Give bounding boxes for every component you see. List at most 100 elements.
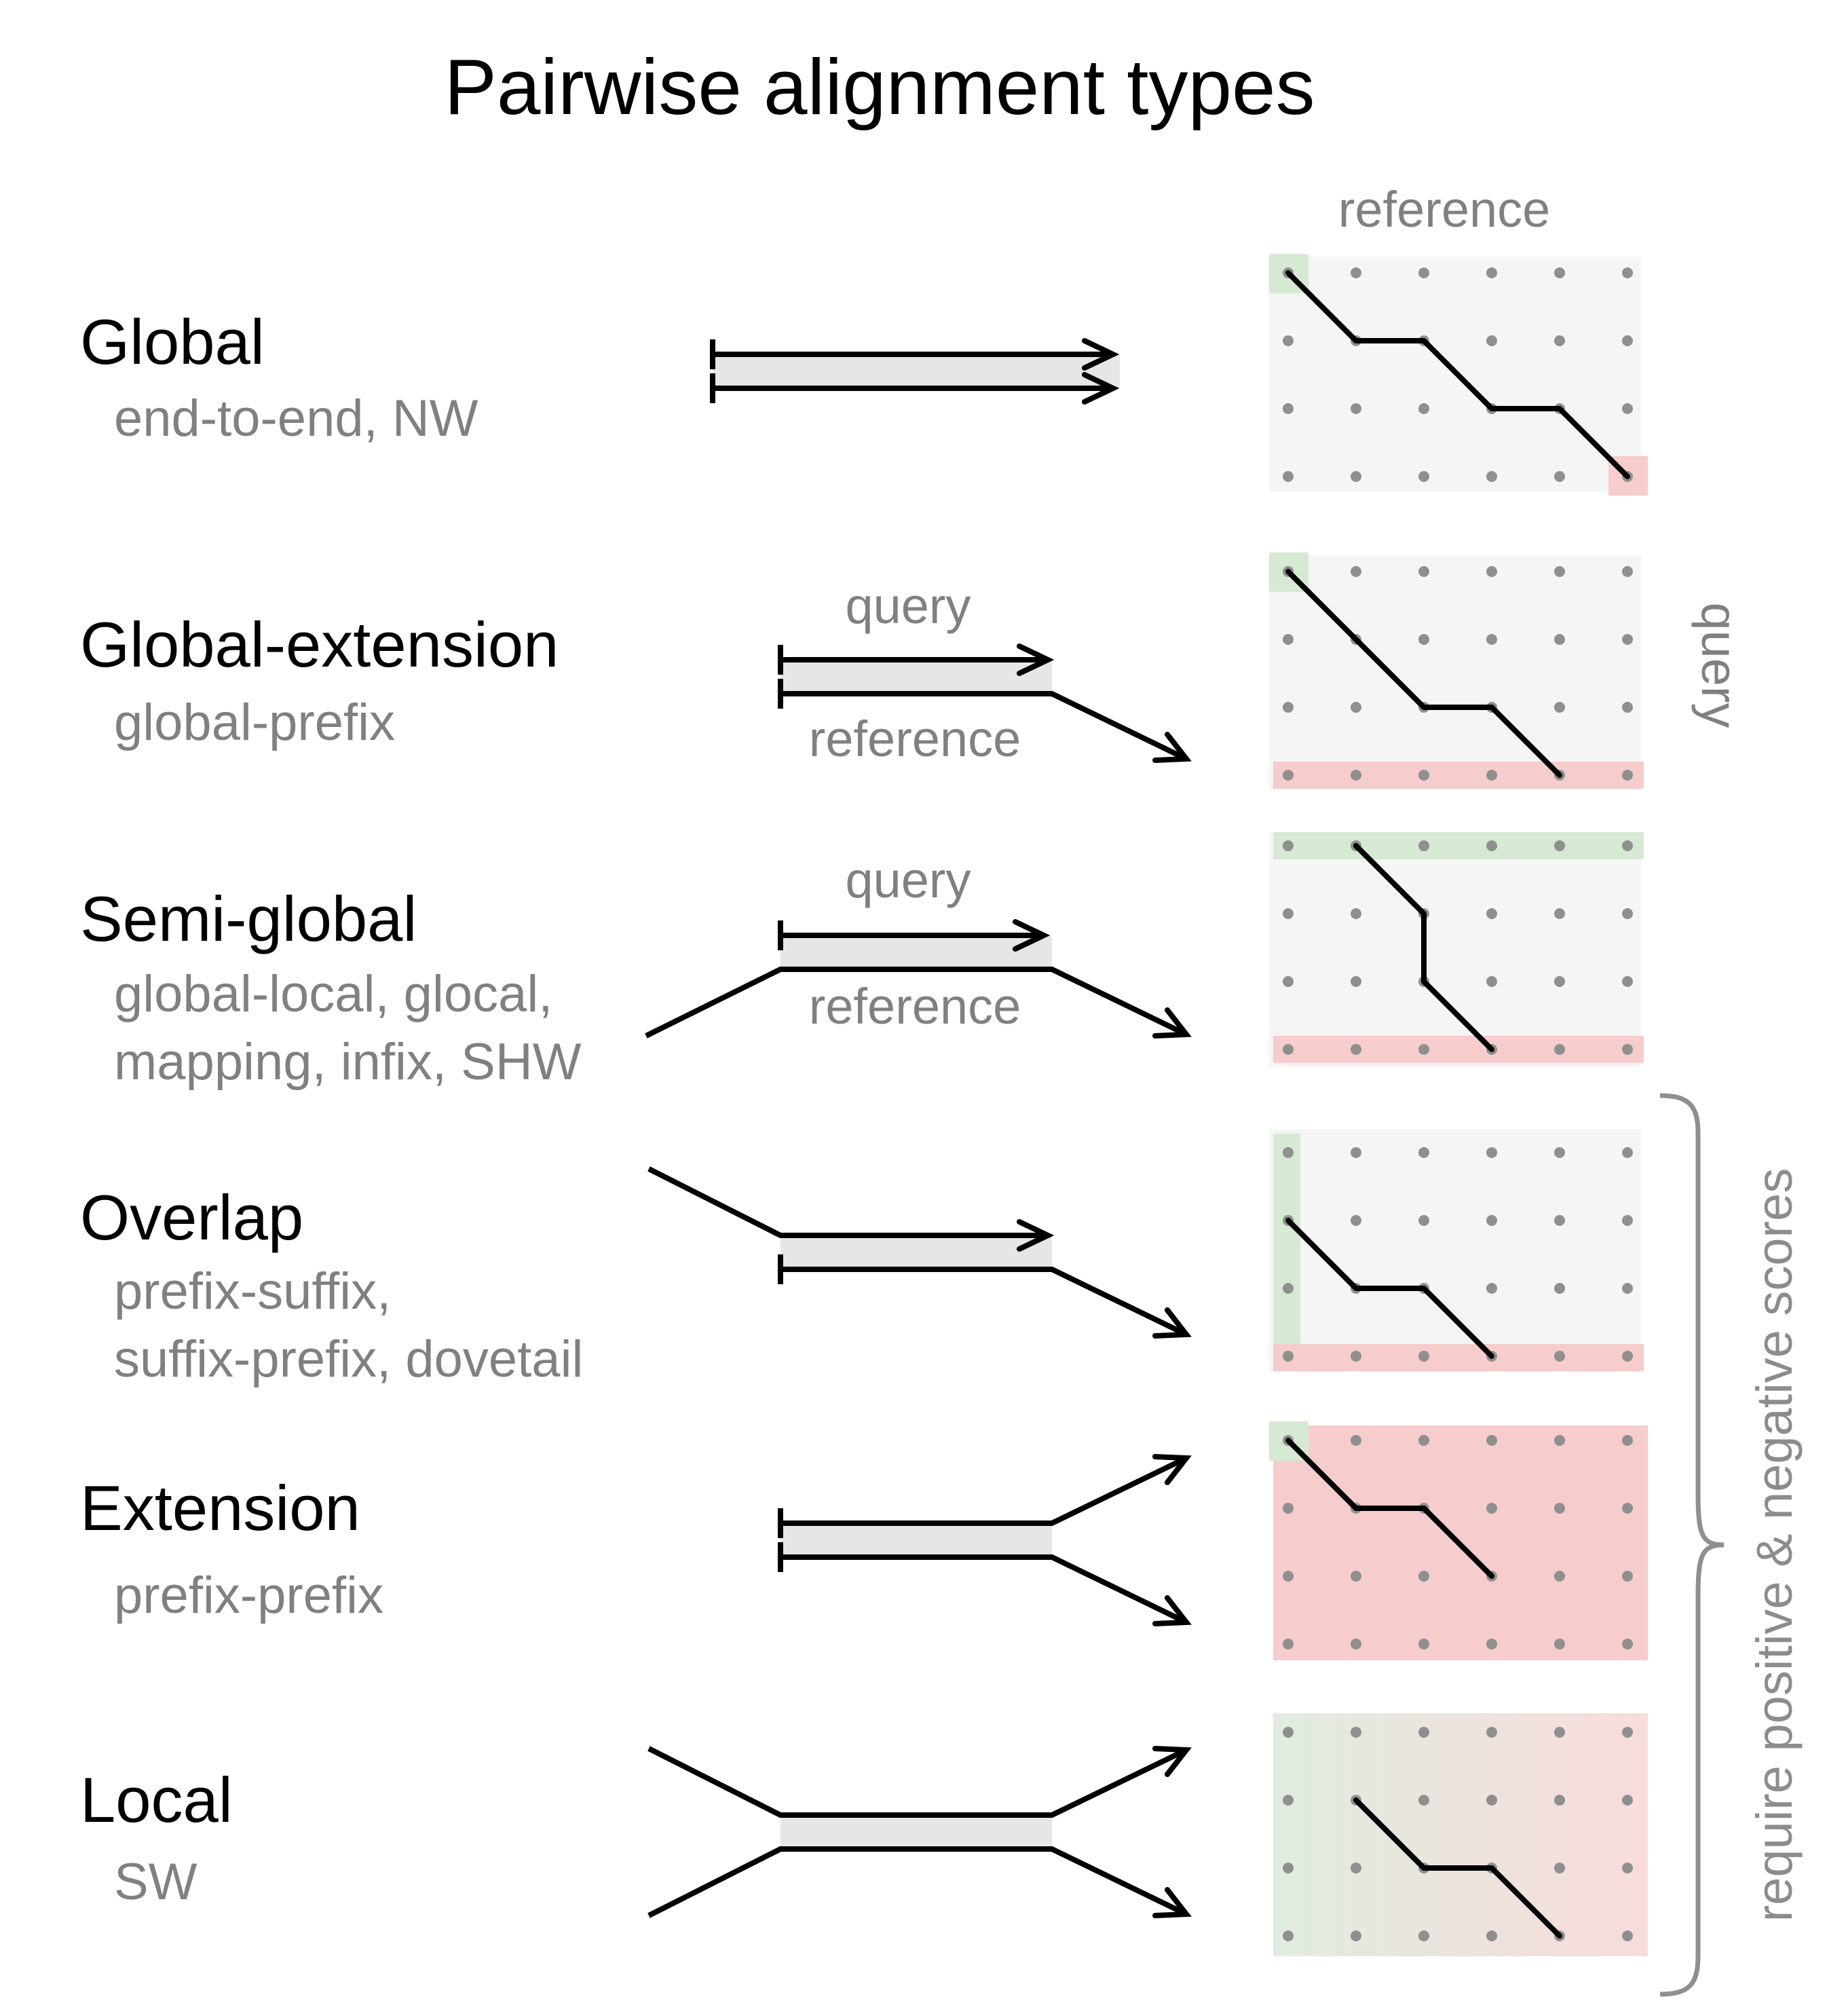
query-arrowhead: [1017, 1219, 1055, 1252]
matrix-dot: [1554, 1283, 1565, 1294]
reference-arrowhead: [1152, 1007, 1192, 1039]
matrix-dot: [1486, 840, 1497, 851]
matrix-dot: [1486, 1215, 1497, 1226]
reference-sequence: [647, 1846, 1188, 1918]
alignment-path: [1285, 1438, 1494, 1579]
reference-sequence: [780, 1554, 1188, 1625]
matrix-dot: [1418, 770, 1429, 781]
end-region: [1273, 1036, 1644, 1063]
matrix-dot: [1622, 1215, 1633, 1226]
row-name-extension: Extension: [80, 1472, 360, 1544]
matrix-dot: [1418, 403, 1429, 414]
dp-matrix-global: [1269, 254, 1648, 496]
matrix-dot: [1622, 1283, 1633, 1294]
aligned-band: [780, 1235, 1052, 1269]
query-arrowhead: [1017, 643, 1055, 676]
matrix-dot: [1283, 335, 1294, 346]
matrix-dot: [1283, 976, 1294, 987]
matrix-dot: [1622, 1863, 1633, 1873]
query-axis-label: query: [1691, 602, 1748, 728]
matrix-dot: [1283, 1147, 1294, 1158]
matrix-dot: [1418, 1215, 1429, 1226]
row-alt-names-semi-global-1: global-local, glocal,: [114, 965, 552, 1023]
matrix-dot: [1622, 1044, 1633, 1055]
query-arrowhead: [1013, 919, 1051, 952]
matrix-dot: [1622, 840, 1633, 851]
sequence-sketch-overlap: [647, 1166, 1192, 1339]
matrix-dot: [1283, 1503, 1294, 1514]
matrix-dot: [1418, 1795, 1429, 1806]
reference-sequence: [780, 1267, 1188, 1337]
row-alt-names-overlap-2: suffix-prefix, dovetail: [114, 1330, 583, 1388]
matrix-dot: [1554, 840, 1565, 851]
reference-arrowhead: [1152, 1887, 1192, 1918]
alignment-path: [1285, 1218, 1494, 1359]
matrix-dot: [1554, 1044, 1565, 1055]
matrix-dot: [1351, 1571, 1361, 1582]
row-alt-names-global-extension: global-prefix: [114, 694, 395, 751]
end-region: [1273, 1344, 1644, 1371]
matrix-dot: [1283, 702, 1294, 713]
row-global: Global end-to-end, NW: [80, 254, 1648, 496]
matrix-dot: [1418, 1727, 1429, 1738]
query-arrowhead: [1082, 338, 1120, 371]
reference-arrowhead: [1082, 372, 1120, 405]
matrix-dot: [1622, 1930, 1633, 1941]
matrix-dot: [1622, 1571, 1633, 1582]
matrix-dot: [1486, 1435, 1497, 1446]
matrix-dot: [1622, 702, 1633, 713]
matrix-dot: [1554, 1571, 1565, 1582]
matrix-dot: [1486, 1147, 1497, 1158]
matrix-background: [1269, 555, 1641, 790]
dp-matrix-extension: [1269, 1421, 1648, 1660]
row-alt-names-overlap-1: prefix-suffix,: [114, 1263, 391, 1320]
matrix-dot: [1283, 1795, 1294, 1806]
matrix-dot: [1418, 840, 1429, 851]
matrix-dot: [1418, 1435, 1429, 1446]
matrix-dot: [1554, 1795, 1565, 1806]
matrix-dot: [1622, 335, 1633, 346]
matrix-dot: [1418, 566, 1429, 577]
aligned-band: [780, 1523, 1052, 1557]
matrix-dot: [1486, 770, 1497, 781]
matrix-dot: [1622, 1795, 1633, 1806]
query-arrowhead: [1152, 1454, 1192, 1485]
end-region: [1273, 762, 1644, 789]
dp-matrix-global-extension: [1269, 553, 1644, 790]
alignment-path: [1353, 1797, 1562, 1939]
matrix-dot: [1351, 702, 1361, 713]
matrix-dot: [1351, 1435, 1361, 1446]
matrix-dot: [1486, 1727, 1497, 1738]
row-extension: Extension prefix-prefix: [80, 1421, 1648, 1660]
matrix-dot: [1486, 267, 1497, 278]
row-name-semi-global: Semi-global: [80, 883, 417, 954]
matrix-dot: [1486, 1795, 1497, 1806]
matrix-dot: [1554, 1863, 1565, 1873]
reference-label: reference: [809, 978, 1021, 1034]
dp-matrix-local: [1273, 1713, 1648, 1956]
row-local: Local SW: [80, 1713, 1648, 1956]
matrix-dot: [1283, 471, 1294, 482]
matrix-dots: [1283, 840, 1633, 1055]
matrix-dot: [1622, 1351, 1633, 1362]
matrix-dot: [1351, 1351, 1361, 1362]
row-alt-names-extension: prefix-prefix: [114, 1567, 383, 1624]
reference-arrowhead: [1152, 1307, 1192, 1339]
matrix-dot: [1283, 1930, 1294, 1941]
dp-matrix-overlap: [1269, 1130, 1644, 1373]
row-name-global-extension: Global-extension: [80, 609, 559, 680]
matrix-dot: [1418, 1044, 1429, 1055]
sequence-sketch-local: [647, 1746, 1192, 1918]
matrix-dot: [1554, 1727, 1565, 1738]
reference-arrowhead: [1152, 732, 1192, 763]
matrix-dot: [1351, 1863, 1361, 1873]
alignment-path: [1285, 270, 1630, 479]
query-label: query: [845, 852, 971, 908]
matrix-dot: [1622, 770, 1633, 781]
matrix-dot: [1351, 403, 1361, 414]
matrix-dot: [1351, 566, 1361, 577]
matrix-dot: [1554, 976, 1565, 987]
matrix-dot: [1486, 1503, 1497, 1514]
row-name-local: Local: [80, 1764, 233, 1835]
matrix-dot: [1554, 566, 1565, 577]
